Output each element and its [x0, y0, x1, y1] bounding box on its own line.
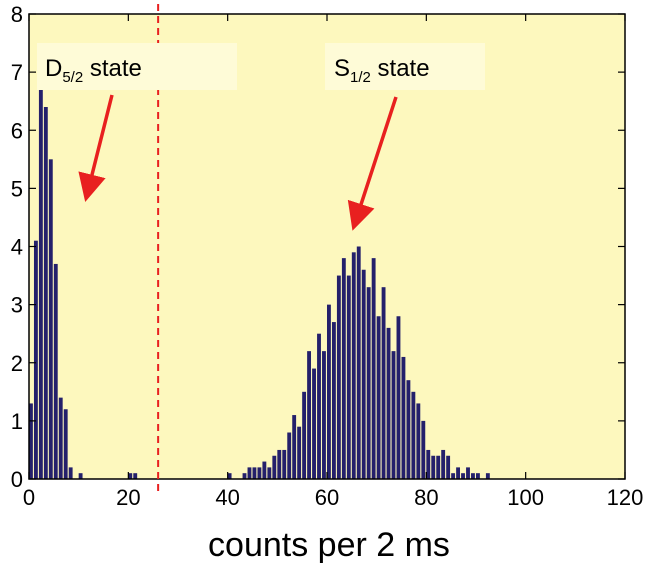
histogram-bar: [63, 409, 68, 479]
histogram-bar: [78, 473, 83, 479]
histogram-bar: [292, 415, 297, 479]
histogram-bar: [257, 467, 262, 480]
y-tick-label: 1: [11, 409, 23, 434]
histogram-bar: [361, 269, 366, 479]
x-tick-label: 20: [116, 485, 140, 510]
annotations: D5/2 state S1/2 state: [37, 43, 485, 231]
histogram-bar: [371, 258, 376, 480]
histogram-bar: [466, 467, 470, 480]
axis-ticks: 0 20 40 60 80 100 120 0 1 2 3 4 5 6 7 8: [11, 2, 644, 510]
histogram-bar: [396, 316, 401, 479]
x-tick-label: 100: [507, 485, 544, 510]
annotation-arrow: [347, 96, 398, 231]
histogram-bar: [272, 455, 277, 479]
x-tick-label: 0: [23, 485, 35, 510]
histogram-bar: [351, 252, 356, 479]
x-tick-label: 40: [215, 485, 239, 510]
annotation-label: D5/2 state: [45, 55, 142, 86]
histogram-bar: [252, 467, 257, 480]
histogram-bar: [227, 473, 232, 479]
histogram-bar: [421, 420, 426, 480]
histogram-bar: [297, 426, 302, 479]
histogram-bar: [336, 275, 341, 479]
annotation-box: [325, 43, 485, 90]
annotation-box: [37, 43, 237, 90]
annotation-arrow: [78, 94, 114, 202]
histogram-bar: [38, 72, 43, 480]
histogram-bar: [282, 449, 287, 479]
x-tick-label: 60: [315, 485, 339, 510]
histogram-bar: [133, 473, 138, 479]
y-tick-label: 3: [11, 293, 23, 318]
histogram-bar: [68, 467, 73, 480]
y-tick-label: 2: [11, 351, 23, 376]
histogram-bar: [307, 351, 311, 480]
histogram-bar: [451, 473, 456, 479]
histogram-bar: [346, 275, 351, 479]
histogram-bar: [441, 449, 446, 479]
histogram-bar: [366, 287, 371, 479]
histogram-bar: [471, 473, 475, 479]
histogram-bar: [461, 473, 465, 479]
histogram-bar: [327, 304, 331, 480]
x-tick-label: 80: [414, 485, 438, 510]
histogram-bar: [322, 351, 326, 480]
histogram-bar: [456, 467, 460, 480]
histogram-bar: [401, 356, 406, 479]
histogram-bar: [476, 473, 480, 479]
histogram-bar: [43, 107, 48, 479]
histogram-bar: [341, 258, 346, 480]
y-tick-label: 5: [11, 176, 23, 201]
histogram-bar: [386, 327, 391, 480]
histogram-bar: [33, 240, 38, 479]
histogram-bar: [242, 473, 247, 479]
histogram-bar: [431, 455, 436, 479]
histogram-bar: [391, 351, 396, 480]
histogram-bar: [406, 380, 411, 479]
histogram-bar: [48, 159, 53, 479]
histogram-bar: [416, 403, 421, 479]
histogram-bars: [29, 72, 490, 480]
histogram-bar: [128, 473, 133, 479]
histogram-bar: [446, 455, 451, 479]
histogram-bar: [302, 391, 307, 479]
histogram-bar: [29, 403, 33, 479]
histogram-bar: [411, 391, 416, 479]
histogram-bar: [356, 246, 361, 479]
histogram-bar: [381, 287, 386, 479]
x-axis-label: counts per 2 ms: [208, 526, 450, 564]
y-tick-label: 0: [11, 467, 23, 492]
histogram-bar: [485, 473, 490, 479]
histogram-bar: [267, 467, 272, 480]
histogram-bar: [426, 449, 431, 479]
histogram-bar: [317, 333, 321, 479]
histogram-bar: [287, 432, 292, 479]
annotation-label: S1/2 state: [334, 55, 430, 86]
histogram-bar: [58, 397, 63, 480]
y-tick-label: 7: [11, 60, 23, 85]
histogram-bar: [53, 263, 58, 479]
histogram-bar: [436, 455, 441, 479]
histogram-bar: [247, 467, 252, 480]
y-tick-label: 4: [11, 235, 23, 260]
histogram-bar: [331, 322, 336, 479]
y-tick-label: 6: [11, 118, 23, 143]
histogram-bar: [277, 449, 282, 479]
y-tick-label: 8: [11, 2, 23, 27]
x-tick-label: 120: [607, 485, 644, 510]
histogram-bar: [312, 368, 316, 479]
histogram-bar: [376, 316, 381, 479]
histogram-bar: [262, 461, 267, 479]
